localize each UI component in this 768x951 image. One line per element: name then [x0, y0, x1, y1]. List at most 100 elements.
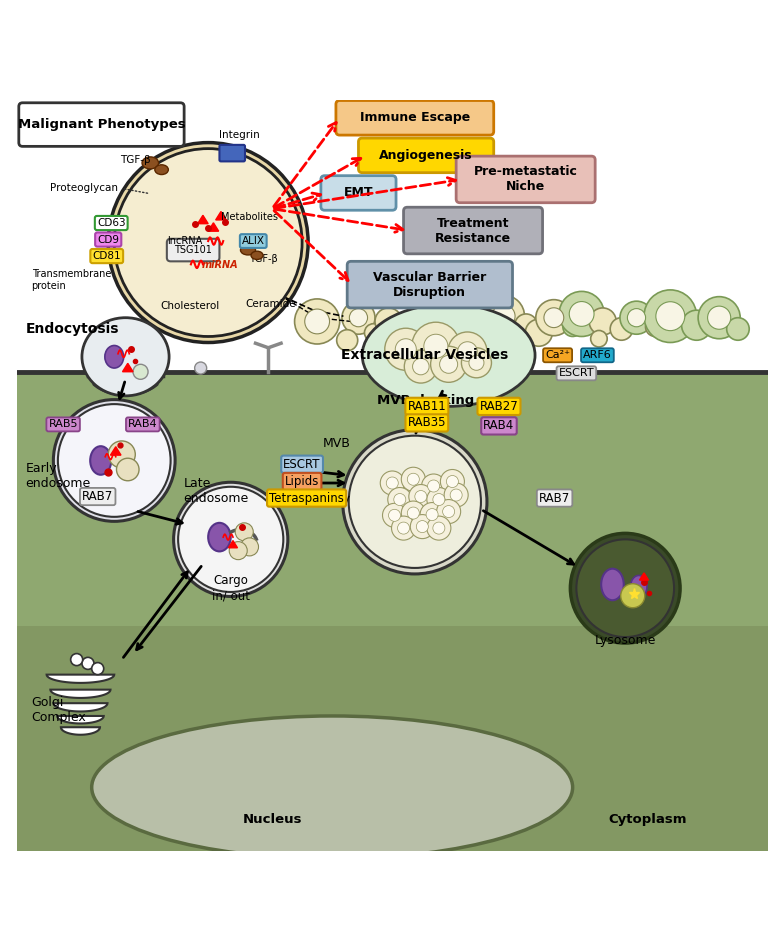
Circle shape — [482, 295, 525, 338]
FancyBboxPatch shape — [359, 138, 494, 173]
Circle shape — [442, 506, 455, 517]
Text: Nucleus: Nucleus — [242, 813, 302, 826]
FancyBboxPatch shape — [167, 239, 220, 262]
Ellipse shape — [251, 251, 263, 260]
Circle shape — [571, 534, 680, 643]
Bar — [17, 100, 768, 372]
Circle shape — [382, 503, 406, 528]
Text: EMT: EMT — [344, 186, 373, 200]
Circle shape — [433, 494, 445, 506]
Circle shape — [525, 320, 552, 346]
Text: Late
endosome: Late endosome — [184, 476, 249, 505]
Circle shape — [559, 291, 604, 337]
Text: miRNA: miRNA — [202, 260, 239, 270]
Text: Early
endosome: Early endosome — [25, 461, 91, 490]
Circle shape — [420, 502, 444, 527]
Text: Vascular Barrier
Disruption: Vascular Barrier Disruption — [373, 271, 486, 299]
Polygon shape — [123, 363, 133, 372]
Text: RAB5: RAB5 — [48, 419, 78, 430]
Circle shape — [349, 436, 481, 568]
Circle shape — [428, 480, 439, 492]
Ellipse shape — [91, 716, 573, 859]
Text: Extracellular Vesicles: Extracellular Vesicles — [341, 348, 508, 362]
Polygon shape — [111, 447, 121, 456]
Ellipse shape — [142, 157, 158, 169]
Polygon shape — [228, 540, 237, 548]
Circle shape — [392, 516, 415, 540]
Text: Golgi
Complex: Golgi Complex — [31, 696, 86, 724]
Circle shape — [305, 309, 329, 334]
Circle shape — [407, 507, 419, 519]
Circle shape — [398, 522, 409, 534]
Text: RAB11: RAB11 — [408, 399, 446, 413]
Circle shape — [117, 458, 139, 481]
Text: RAB7: RAB7 — [82, 490, 114, 503]
Circle shape — [431, 346, 467, 382]
Circle shape — [458, 306, 488, 337]
Text: Pre-metastatic
Niche: Pre-metastatic Niche — [474, 165, 578, 193]
FancyBboxPatch shape — [321, 176, 396, 210]
Circle shape — [515, 314, 538, 337]
Circle shape — [343, 430, 487, 574]
Polygon shape — [47, 674, 114, 683]
Bar — [17, 626, 768, 851]
Circle shape — [544, 308, 564, 327]
Circle shape — [563, 317, 582, 337]
Text: ALIX: ALIX — [242, 236, 265, 246]
Circle shape — [82, 657, 94, 670]
Ellipse shape — [362, 304, 535, 406]
Circle shape — [402, 501, 425, 525]
Circle shape — [295, 299, 339, 344]
Circle shape — [425, 334, 442, 350]
Text: RAB27: RAB27 — [479, 399, 518, 413]
Circle shape — [415, 491, 427, 502]
Circle shape — [591, 330, 607, 347]
Polygon shape — [208, 223, 219, 231]
Circle shape — [446, 476, 458, 488]
Circle shape — [444, 483, 468, 507]
Circle shape — [416, 520, 429, 533]
Ellipse shape — [631, 575, 647, 598]
Ellipse shape — [155, 165, 168, 175]
Text: Cytoplasm: Cytoplasm — [608, 813, 687, 826]
Text: Immune Escape: Immune Escape — [359, 111, 470, 125]
Circle shape — [727, 318, 750, 340]
Circle shape — [433, 522, 445, 534]
Ellipse shape — [601, 569, 624, 600]
Text: MVB docking: MVB docking — [377, 394, 475, 407]
Text: Lipids: Lipids — [285, 475, 319, 488]
FancyBboxPatch shape — [220, 145, 245, 162]
Circle shape — [589, 308, 616, 335]
Circle shape — [404, 350, 437, 383]
Circle shape — [437, 499, 461, 524]
Circle shape — [174, 482, 288, 596]
Text: RAB35: RAB35 — [408, 417, 446, 430]
Circle shape — [385, 328, 427, 370]
Circle shape — [410, 514, 435, 538]
Text: Ceramide: Ceramide — [246, 300, 296, 309]
Circle shape — [412, 359, 429, 375]
Circle shape — [402, 467, 425, 492]
Text: Proteoglycan: Proteoglycan — [51, 184, 118, 193]
Text: Cholesterol: Cholesterol — [161, 301, 220, 311]
Circle shape — [462, 348, 492, 378]
Text: CD63: CD63 — [97, 218, 125, 228]
Circle shape — [422, 474, 445, 498]
FancyBboxPatch shape — [18, 103, 184, 146]
FancyBboxPatch shape — [456, 156, 595, 203]
Circle shape — [349, 309, 368, 327]
Circle shape — [58, 404, 170, 516]
Circle shape — [576, 539, 674, 637]
Text: Ca²⁺: Ca²⁺ — [545, 350, 570, 360]
Circle shape — [398, 320, 417, 339]
Circle shape — [409, 484, 433, 509]
Text: Malignant Phenotypes: Malignant Phenotypes — [18, 118, 185, 131]
Circle shape — [627, 309, 646, 327]
Ellipse shape — [240, 245, 256, 255]
Circle shape — [235, 523, 253, 541]
Circle shape — [424, 334, 448, 359]
Text: CD81: CD81 — [92, 251, 121, 262]
Circle shape — [450, 324, 470, 344]
Circle shape — [427, 516, 451, 540]
Circle shape — [681, 310, 712, 340]
